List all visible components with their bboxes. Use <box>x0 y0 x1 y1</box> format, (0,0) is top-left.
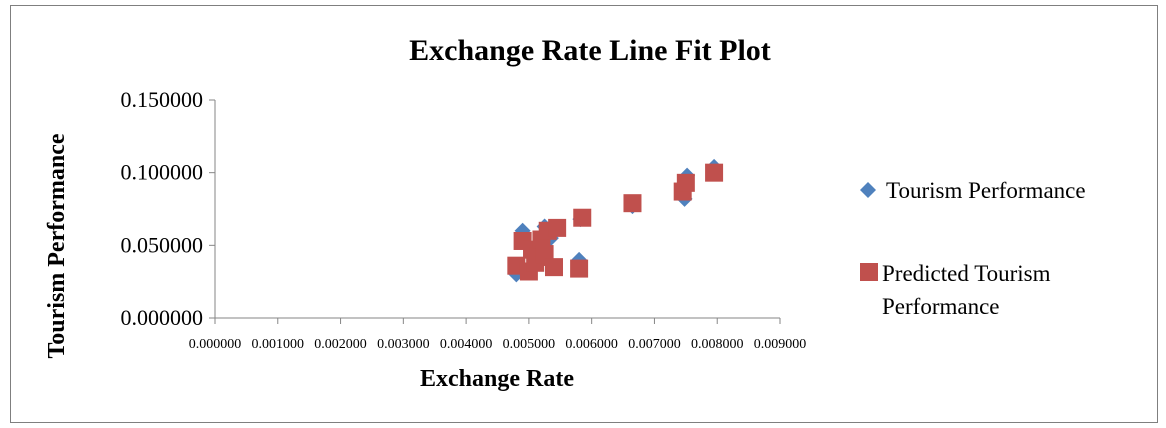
y-tick-label: 0.000000 <box>121 305 204 330</box>
x-tick-label: 0.000000 <box>189 337 242 352</box>
x-tick-label: 0.004000 <box>440 337 493 352</box>
legend-diamond-icon <box>860 182 876 198</box>
x-tick-label: 0.005000 <box>503 337 556 352</box>
legend: Tourism Performance Predicted Tourism Pe… <box>860 178 1086 319</box>
x-axis-label: Exchange Rate <box>420 366 574 392</box>
legend-tourism-performance: Tourism Performance <box>886 178 1086 203</box>
legend-square-icon <box>860 263 878 281</box>
y-tick-label: 0.100000 <box>121 160 204 185</box>
x-tick-label: 0.007000 <box>628 337 681 352</box>
x-tick-label: 0.001000 <box>252 337 305 352</box>
axis-ticks: 0.000000 0.050000 0.100000 0.150000 0.000000… <box>121 87 807 352</box>
chart-title: Exchange Rate Line Fit Plot <box>409 34 771 67</box>
data-points <box>507 158 724 283</box>
y-tick-label: 0.150000 <box>121 87 204 112</box>
x-tick-label: 0.002000 <box>314 337 367 352</box>
predicted-tourism-performance-point <box>623 194 642 213</box>
predicted-tourism-performance-point <box>705 163 724 182</box>
predicted-tourism-performance-point <box>573 208 592 227</box>
x-tick-label: 0.009000 <box>754 337 807 352</box>
x-tick-label: 0.006000 <box>565 337 618 352</box>
x-tick-label: 0.003000 <box>377 337 430 352</box>
y-tick-label: 0.050000 <box>121 232 204 257</box>
x-tick-label: 0.008000 <box>691 337 744 352</box>
predicted-tourism-performance-point <box>570 259 589 278</box>
legend-predicted-line-1: Predicted Tourism <box>882 261 1051 286</box>
predicted-tourism-performance-point <box>676 173 695 192</box>
y-axis-label: Tourism Performance <box>44 133 70 358</box>
predicted-tourism-performance-point <box>548 218 567 237</box>
legend-predicted-line-2: Performance <box>882 294 1000 319</box>
predicted-tourism-performance-point <box>545 258 563 277</box>
